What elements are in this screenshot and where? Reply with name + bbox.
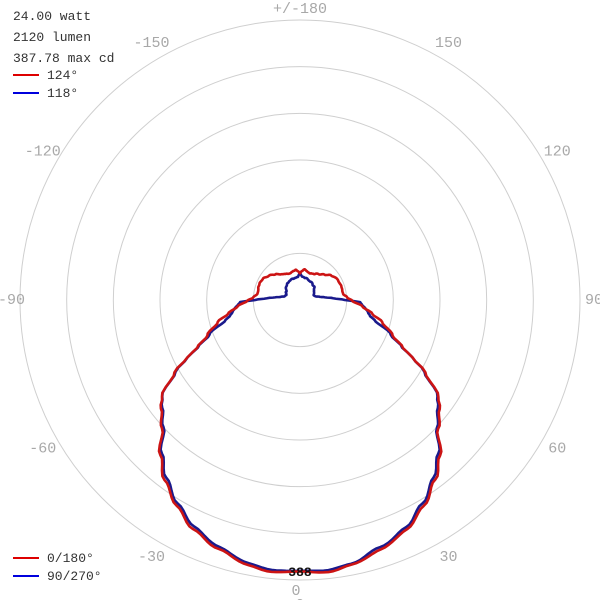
svg-text:150: 150	[435, 35, 462, 52]
svg-text:388: 388	[288, 565, 312, 580]
svg-text:-60: -60	[29, 441, 56, 458]
svg-text:0: 0	[291, 583, 300, 600]
svg-text:30: 30	[439, 549, 457, 566]
svg-text:-30: -30	[138, 549, 165, 566]
svg-text:-120: -120	[25, 144, 61, 161]
svg-text:+/-180: +/-180	[273, 1, 327, 18]
svg-text:-90: -90	[0, 292, 25, 309]
svg-text:-150: -150	[133, 35, 169, 52]
svg-text:90: 90	[585, 292, 600, 309]
svg-text:60: 60	[548, 441, 566, 458]
svg-text:120: 120	[544, 144, 571, 161]
